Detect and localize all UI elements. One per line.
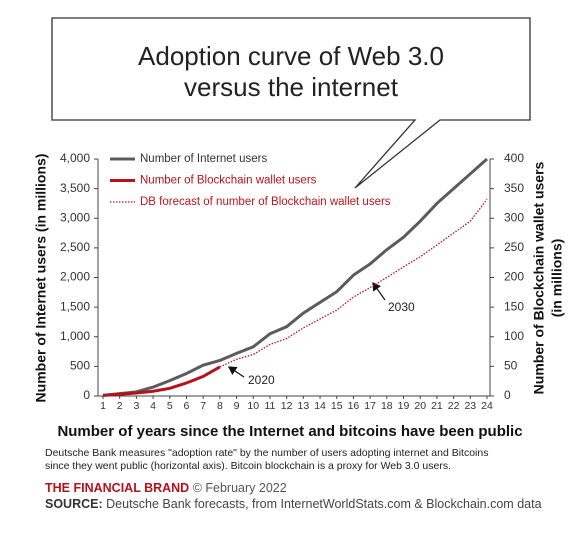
x-tick-label: 9 [234,400,240,412]
y2-axis-label: Number of Blockchain wallet users [531,161,547,394]
x-tick-label: 1 [100,400,106,412]
source-label: SOURCE: [45,497,103,511]
y2-tick-label: 400 [504,151,524,165]
x-tick-label: 17 [364,400,376,412]
x-tick-label: 14 [314,400,326,412]
x-tick-label: 12 [281,400,293,412]
series-line [102,157,488,397]
legend-label: Number of Blockchain wallet users [140,175,317,187]
brand-date: © February 2022 [193,481,287,495]
y2-tick-label: 250 [504,240,524,254]
y2-tick-label: 0 [504,388,511,402]
y-axis-label: Number of Internet users (in millions) [33,154,49,403]
y-tick-label: 2,500 [60,240,90,254]
y-tick-label: 2,000 [60,270,90,284]
annotation-arrow [372,282,386,301]
x-tick-label: 20 [414,400,426,412]
x-tick-label: 16 [348,400,360,412]
y-tick-label: 500 [70,359,90,373]
footnote: Deutsche Bank measures "adoption rate" b… [45,447,488,459]
source-line: SOURCE: Deutsche Bank forecasts, from In… [45,497,542,511]
x-tick-label: 19 [398,400,410,412]
x-tick-label: 11 [265,400,276,412]
y2-axis-label: (in millions) [549,239,565,318]
y2-tick-label: 300 [504,210,524,224]
annotation: 2020 [248,373,275,387]
x-axis-label: Number of years since the Internet and b… [57,423,522,440]
x-tick-label: 7 [200,400,206,412]
legend-label: Number of Internet users [140,153,267,165]
footnote: since they went public (horizontal axis)… [45,460,451,472]
y-tick-label: 3,500 [60,181,90,195]
x-tick-label: 10 [247,400,259,412]
speech-bubble [51,17,531,189]
series-line [219,198,488,368]
x-tick-label: 4 [150,400,156,412]
legend-label: DB forecast of number of Blockchain wall… [140,196,391,208]
brand-line: THE FINANCIAL BRAND © February 2022 [45,481,287,495]
chart-title: versus the internet [184,72,399,102]
x-tick-label: 21 [431,400,443,412]
x-tick-label: 3 [133,400,139,412]
x-tick-label: 2 [117,400,123,412]
x-tick-label: 13 [298,400,310,412]
brand: THE FINANCIAL BRAND [45,481,189,495]
x-tick-label: 5 [167,400,173,412]
y-tick-label: 0 [83,388,90,402]
y2-tick-label: 150 [504,299,524,313]
chart-title: Adoption curve of Web 3.0 [138,41,444,71]
x-tick-label: 6 [184,400,190,412]
annotation: 2030 [388,300,415,314]
y2-tick-label: 100 [504,329,524,343]
y-tick-label: 1,500 [60,299,90,313]
source: Deutsche Bank forecasts, from InternetWo… [106,497,541,511]
y2-tick-label: 200 [504,270,524,284]
y2-tick-label: 350 [504,181,524,195]
x-tick-label: 22 [448,400,460,412]
x-tick-label: 15 [331,400,343,412]
x-tick-label: 24 [481,400,493,412]
series-line [102,365,221,397]
y2-tick-label: 50 [504,359,518,373]
x-tick-label: 8 [217,400,223,412]
x-tick-label: 23 [464,400,476,412]
annotation-arrow [228,366,245,378]
y-tick-label: 1,000 [60,329,90,343]
y-tick-label: 3,000 [60,210,90,224]
x-tick-label: 18 [381,400,393,412]
y-tick-label: 4,000 [60,151,90,165]
